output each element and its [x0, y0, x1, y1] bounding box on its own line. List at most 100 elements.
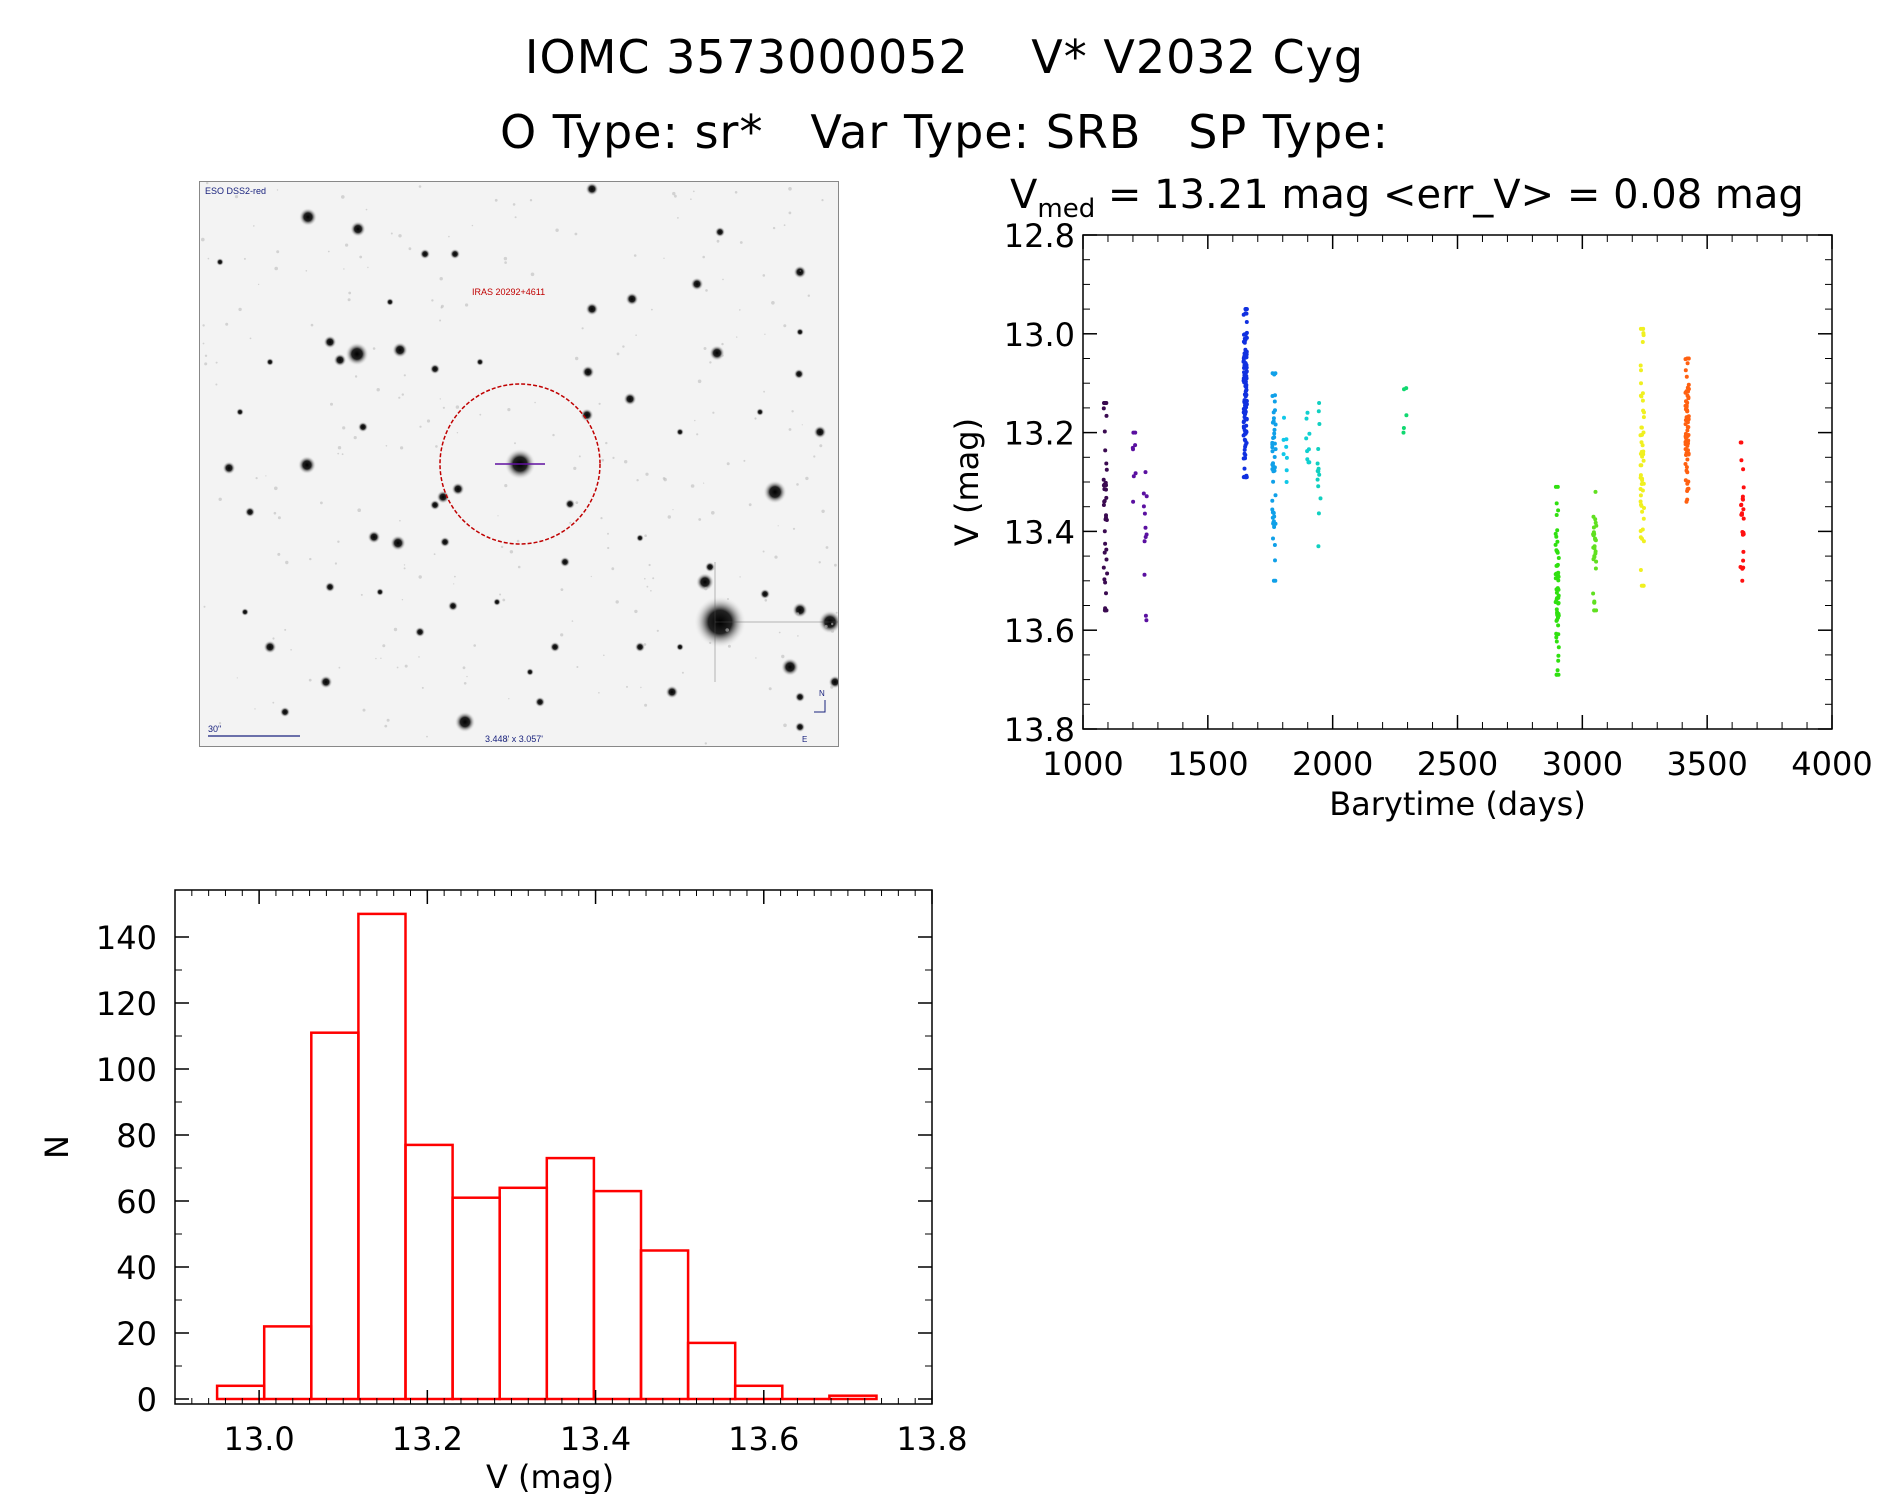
sky-noise-61 — [721, 342, 724, 346]
hist-ytick-label-20: 20 — [116, 1315, 157, 1353]
lc-point-1940 — [1317, 422, 1322, 426]
compass-east-label: E — [802, 735, 807, 744]
lc-point-1800 — [1284, 455, 1289, 460]
lc-point-1090 — [1102, 429, 1107, 434]
compass-icon — [814, 700, 826, 713]
lc-point-1200 — [1131, 499, 1136, 504]
star-64 — [236, 408, 244, 416]
star-9 — [419, 248, 431, 260]
sky-noise-174 — [601, 458, 605, 462]
lc-ytick-label-13.2: 13.2 — [1004, 415, 1075, 453]
lc-point-1250 — [1141, 504, 1146, 509]
lc-point-1650 — [1241, 420, 1246, 425]
sky-noise-237 — [534, 401, 536, 404]
star-51 — [794, 691, 806, 703]
star-10 — [323, 335, 337, 349]
sky-noise-84 — [404, 664, 408, 668]
star-33 — [493, 598, 501, 606]
lc-point-1090 — [1102, 550, 1107, 555]
lc-point-2900 — [1553, 542, 1558, 547]
sky-noise-233 — [206, 182, 209, 185]
lc-point-3640 — [1740, 578, 1745, 583]
lc-point-1760 — [1273, 393, 1277, 398]
lc-point-1650 — [1244, 320, 1249, 324]
sky-noise-181 — [463, 682, 467, 685]
sky-noise-107 — [704, 587, 708, 591]
hist-xtick-label-13.4: 13.4 — [560, 1420, 631, 1458]
lc-point-2280 — [1401, 430, 1406, 435]
sky-noise-109 — [284, 628, 287, 631]
lc-point-1940 — [1316, 484, 1321, 489]
sky-noise-17 — [454, 575, 456, 578]
sky-noise-228 — [341, 195, 345, 199]
star-21 — [357, 421, 369, 433]
sky-noise-88 — [354, 375, 358, 378]
lc-point-3420 — [1685, 434, 1690, 438]
lc-point-2900 — [1555, 539, 1560, 544]
lc-point-1090 — [1102, 577, 1107, 582]
star-42 — [324, 581, 336, 593]
lc-point-1760 — [1272, 543, 1277, 547]
vmed-symbol: V — [1010, 172, 1038, 218]
sky-noise-37 — [712, 411, 715, 414]
lc-point-3640 — [1741, 485, 1746, 490]
lc-point-1650 — [1243, 410, 1248, 415]
star-30 — [564, 498, 576, 510]
star-50 — [534, 696, 546, 708]
sky-noise-49 — [645, 472, 649, 476]
sky-noise-175 — [215, 361, 218, 364]
sky-noise-152 — [771, 301, 775, 305]
lc-point-3420 — [1684, 399, 1688, 404]
lc-point-3420 — [1684, 468, 1689, 473]
sky-noise-161 — [672, 509, 674, 511]
star-65 — [796, 328, 804, 336]
lc-xtick-label-2500: 2500 — [1417, 745, 1498, 783]
lc-point-3420 — [1684, 438, 1689, 443]
lc-point-1090 — [1104, 487, 1108, 492]
sky-noise-6 — [755, 657, 757, 659]
hist-ytick-label-140: 140 — [96, 919, 157, 957]
lc-point-1800 — [1281, 437, 1286, 442]
sky-noise-101 — [636, 479, 639, 482]
lc-point-1940 — [1316, 511, 1321, 516]
sky-noise-2 — [308, 678, 312, 682]
star-59 — [676, 643, 684, 651]
star-57 — [241, 608, 249, 616]
lc-point-2900 — [1555, 528, 1560, 533]
sky-noise-112 — [274, 266, 278, 271]
lc-point-2900 — [1556, 574, 1561, 579]
hist-bar-11 — [733, 1384, 784, 1401]
hist-plot-frame — [174, 889, 933, 1405]
sky-noise-259 — [276, 189, 279, 191]
sky-noise-105 — [201, 237, 205, 242]
sky-noise-158 — [581, 327, 584, 330]
sky-noise-15 — [739, 576, 741, 578]
lc-point-1800 — [1284, 444, 1289, 449]
sky-noise-243 — [372, 347, 376, 350]
sky-noise-200 — [762, 550, 765, 553]
lc-ytick-label-13.4: 13.4 — [1004, 513, 1075, 551]
sky-noise-146 — [783, 723, 787, 728]
survey-label: ESO DSS2-red — [205, 186, 266, 196]
sky-noise-224 — [703, 347, 707, 350]
lc-point-3420 — [1684, 499, 1689, 504]
lc-point-2280 — [1402, 387, 1406, 392]
sky-noise-28 — [777, 525, 779, 527]
lc-point-3420 — [1683, 478, 1688, 483]
sky-noise-42 — [611, 567, 615, 571]
lc-point-3640 — [1739, 502, 1744, 507]
lc-xtick-label-4000: 4000 — [1791, 745, 1872, 783]
sky-noise-10 — [722, 278, 724, 281]
sky-noise-74 — [386, 718, 390, 722]
sky-noise-52 — [418, 185, 422, 188]
lc-point-2900 — [1555, 563, 1560, 568]
lc-point-1090 — [1101, 483, 1106, 488]
lc-point-3050 — [1593, 566, 1598, 571]
lc-point-2900 — [1554, 639, 1559, 644]
sky-noise-9 — [754, 417, 757, 420]
sky-noise-173 — [399, 519, 401, 522]
lc-point-3420 — [1684, 447, 1689, 452]
lc-point-2900 — [1554, 548, 1559, 553]
lc-point-1760 — [1271, 578, 1276, 583]
lc-point-1090 — [1104, 467, 1109, 472]
